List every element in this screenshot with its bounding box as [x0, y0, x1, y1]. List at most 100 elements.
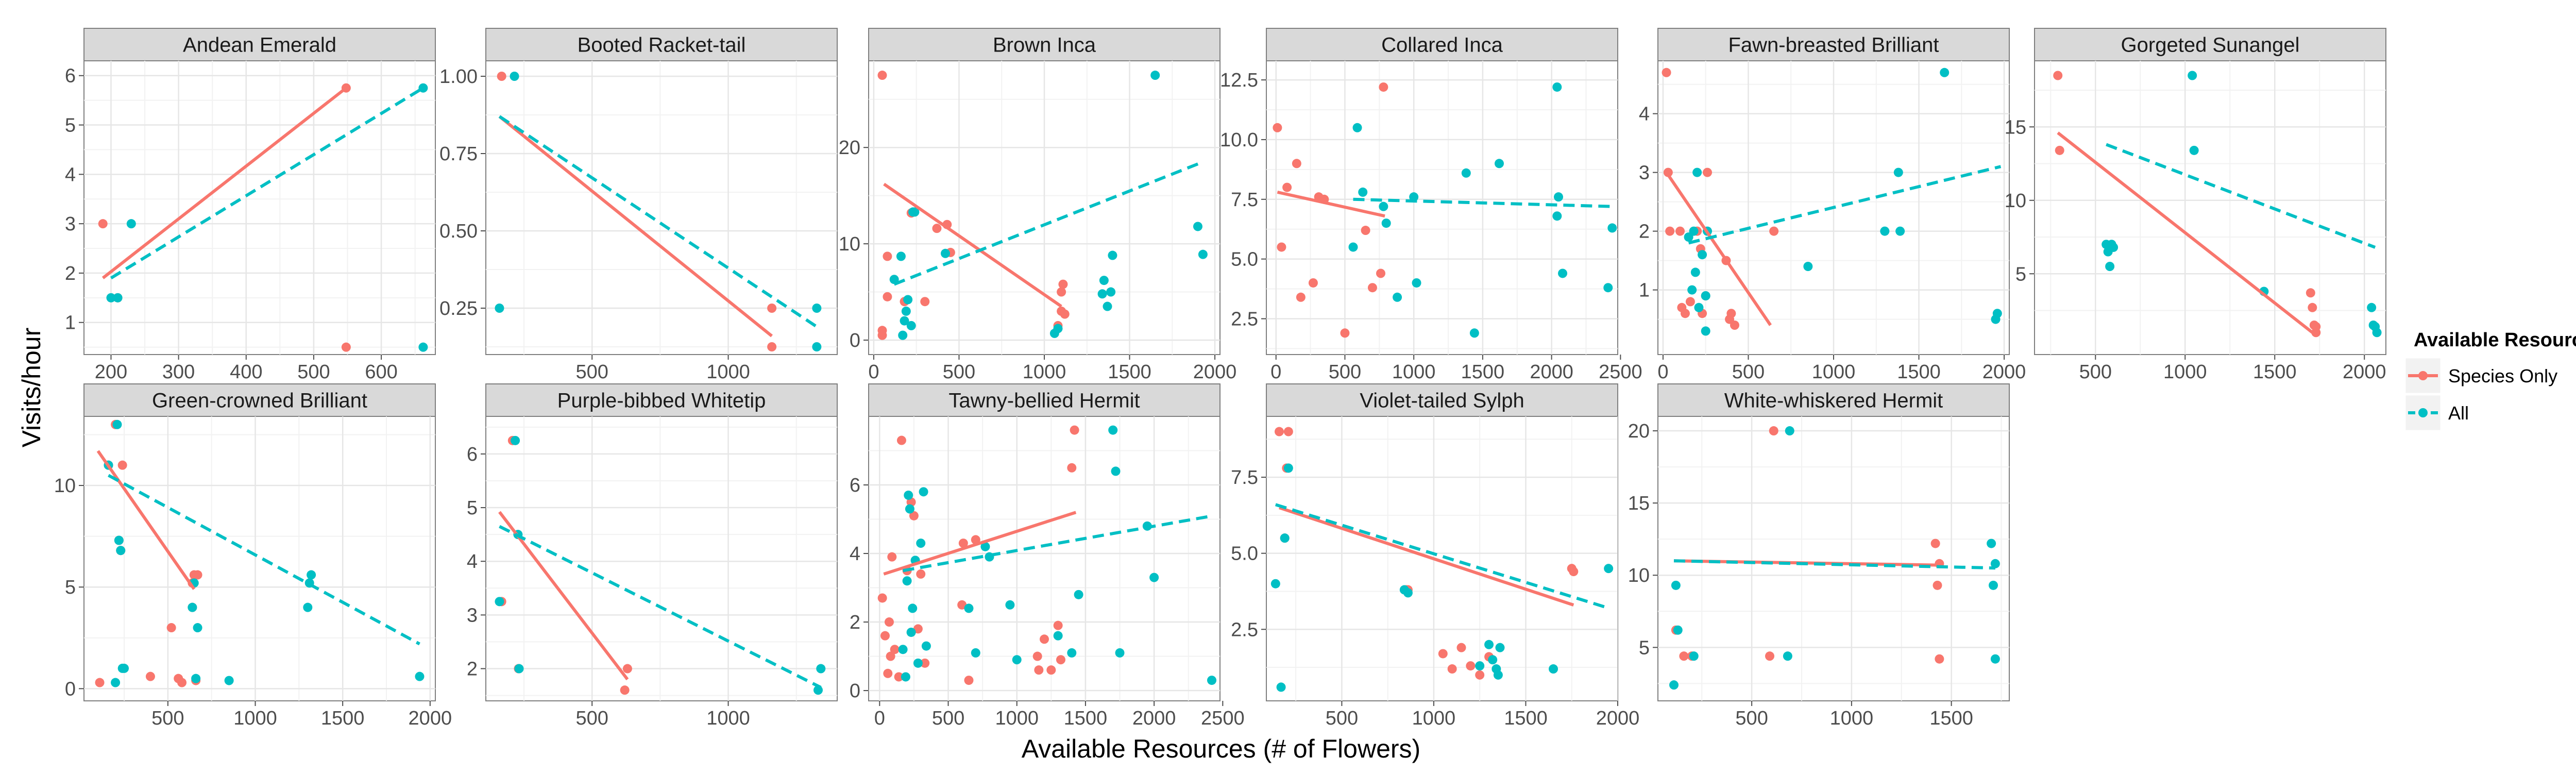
- point-all: [908, 603, 918, 613]
- x-tick-label: 2000: [1132, 708, 1176, 729]
- y-tick-label: 5: [1639, 637, 1650, 659]
- x-tick-label: 2000: [1530, 361, 1573, 383]
- x-tick-label: 1000: [1812, 361, 1856, 383]
- axes: 500 1000 1500 2000 0 5 10: [54, 475, 452, 729]
- y-tick-label: 5: [2015, 263, 2026, 285]
- x-tick-label: 500: [1735, 708, 1768, 729]
- point-all: [116, 546, 126, 556]
- point-species-only: [883, 668, 893, 678]
- fit-line-species-only: [2057, 131, 2314, 334]
- x-tick-label: 1500: [1064, 708, 1108, 729]
- x-tick-label: 1500: [1929, 708, 1973, 729]
- panel-strip: [1657, 383, 2010, 417]
- point-species-only: [1726, 309, 1736, 318]
- x-tick-label: 2000: [1193, 361, 1237, 383]
- y-tick-label: 6: [467, 444, 478, 465]
- point-all: [1692, 167, 1702, 177]
- data-marks: [877, 425, 1217, 685]
- y-tick-label: 15: [2005, 116, 2026, 138]
- point-all: [1403, 588, 1413, 598]
- fit-line-species-only: [101, 87, 347, 279]
- point-all: [906, 321, 916, 330]
- point-all: [418, 342, 428, 352]
- point-all: [1012, 655, 1022, 665]
- point-species-only: [1935, 654, 1944, 664]
- point-all: [1673, 625, 1683, 635]
- point-species-only: [916, 569, 926, 579]
- axes: 0 500 1000 1500 2000 2500 2.5 5.0 7.5 10.0 12.5: [1220, 70, 1642, 383]
- panel-strip: [83, 28, 436, 61]
- gridlines: [2035, 61, 2386, 355]
- point-species-only: [1282, 182, 1292, 192]
- x-tick-label: 1000: [1830, 708, 1874, 729]
- point-all: [903, 295, 913, 305]
- point-all: [1603, 283, 1613, 293]
- point-all: [816, 664, 826, 674]
- axes: 500 1000 1500 2000 5 10 15: [2005, 116, 2386, 383]
- point-species-only: [1283, 427, 1293, 436]
- y-tick-label: 3: [1639, 162, 1650, 184]
- plot-area: [485, 416, 838, 701]
- legend-key-point: [2418, 408, 2428, 417]
- point-all: [106, 293, 116, 303]
- panel-title: Collared Inca: [1381, 34, 1503, 57]
- point-species-only: [932, 224, 942, 233]
- point-all: [1379, 201, 1388, 211]
- point-all: [1352, 123, 1362, 132]
- point-species-only: [1273, 123, 1282, 132]
- point-all: [1103, 301, 1112, 311]
- point-all: [224, 676, 234, 685]
- point-all: [1412, 278, 1421, 288]
- panel-title: White-whiskered Hermit: [1724, 390, 1943, 412]
- point-all: [1488, 655, 1498, 665]
- point-species-only: [2053, 71, 2063, 80]
- point-species-only: [2311, 328, 2321, 338]
- x-tick-label: 500: [2079, 361, 2112, 383]
- y-tick-label: 4: [1639, 104, 1650, 125]
- point-species-only: [958, 539, 968, 548]
- point-all: [964, 603, 974, 613]
- y-tick-label: 3: [467, 604, 478, 626]
- data-marks: [1662, 68, 2002, 336]
- point-all: [1552, 82, 1562, 92]
- y-tick-label: 5: [65, 577, 76, 598]
- x-tick-label: 0: [868, 361, 879, 383]
- point-all: [1880, 226, 1890, 236]
- fit-line-all: [1673, 559, 1995, 570]
- x-tick-label: 500: [943, 361, 975, 383]
- point-all: [1785, 426, 1794, 436]
- fit-line-all: [498, 115, 818, 328]
- panel-gorgeted-sunangel: Gorgeted Sunangel 500 1000 1500 2000 5 10 15: [2005, 28, 2386, 383]
- y-tick-label: 10: [1628, 565, 1650, 586]
- panel-fawn-breasted-brilliant: Fawn-breasted Brilliant 0 500 1000 1500 2000 1…: [1639, 28, 2026, 383]
- point-species-only: [497, 72, 506, 81]
- x-tick-label: 2000: [1982, 361, 2026, 383]
- legend: Available Resources Species Only All: [2404, 329, 2576, 432]
- y-tick-label: 4: [65, 164, 76, 186]
- point-all: [971, 648, 980, 658]
- gridlines: [84, 61, 435, 355]
- y-tick-label: 5: [65, 115, 76, 137]
- y-tick-label: 10.0: [1220, 129, 1258, 151]
- point-species-only: [894, 672, 904, 682]
- fit-line-all: [2106, 143, 2376, 249]
- point-all: [913, 658, 923, 668]
- y-axis-title: Visits/hour: [17, 328, 46, 448]
- point-all: [904, 490, 913, 500]
- panel-title: Gorgeted Sunangel: [2121, 34, 2300, 57]
- point-species-only: [1376, 268, 1385, 278]
- point-all: [1494, 159, 1504, 169]
- point-all: [1549, 664, 1558, 674]
- point-all: [1783, 651, 1792, 661]
- x-tick-label: 1000: [233, 708, 277, 729]
- point-all: [112, 419, 122, 429]
- point-species-only: [971, 535, 980, 545]
- point-species-only: [913, 624, 923, 634]
- plot-area: [1657, 416, 2010, 701]
- point-all: [901, 672, 910, 682]
- gridlines: [1266, 61, 1618, 355]
- point-all: [1115, 648, 1125, 658]
- axes: 0 500 1000 1500 2000 0 10 20: [839, 137, 1237, 383]
- point-all: [1005, 600, 1015, 610]
- point-all: [1108, 250, 1117, 260]
